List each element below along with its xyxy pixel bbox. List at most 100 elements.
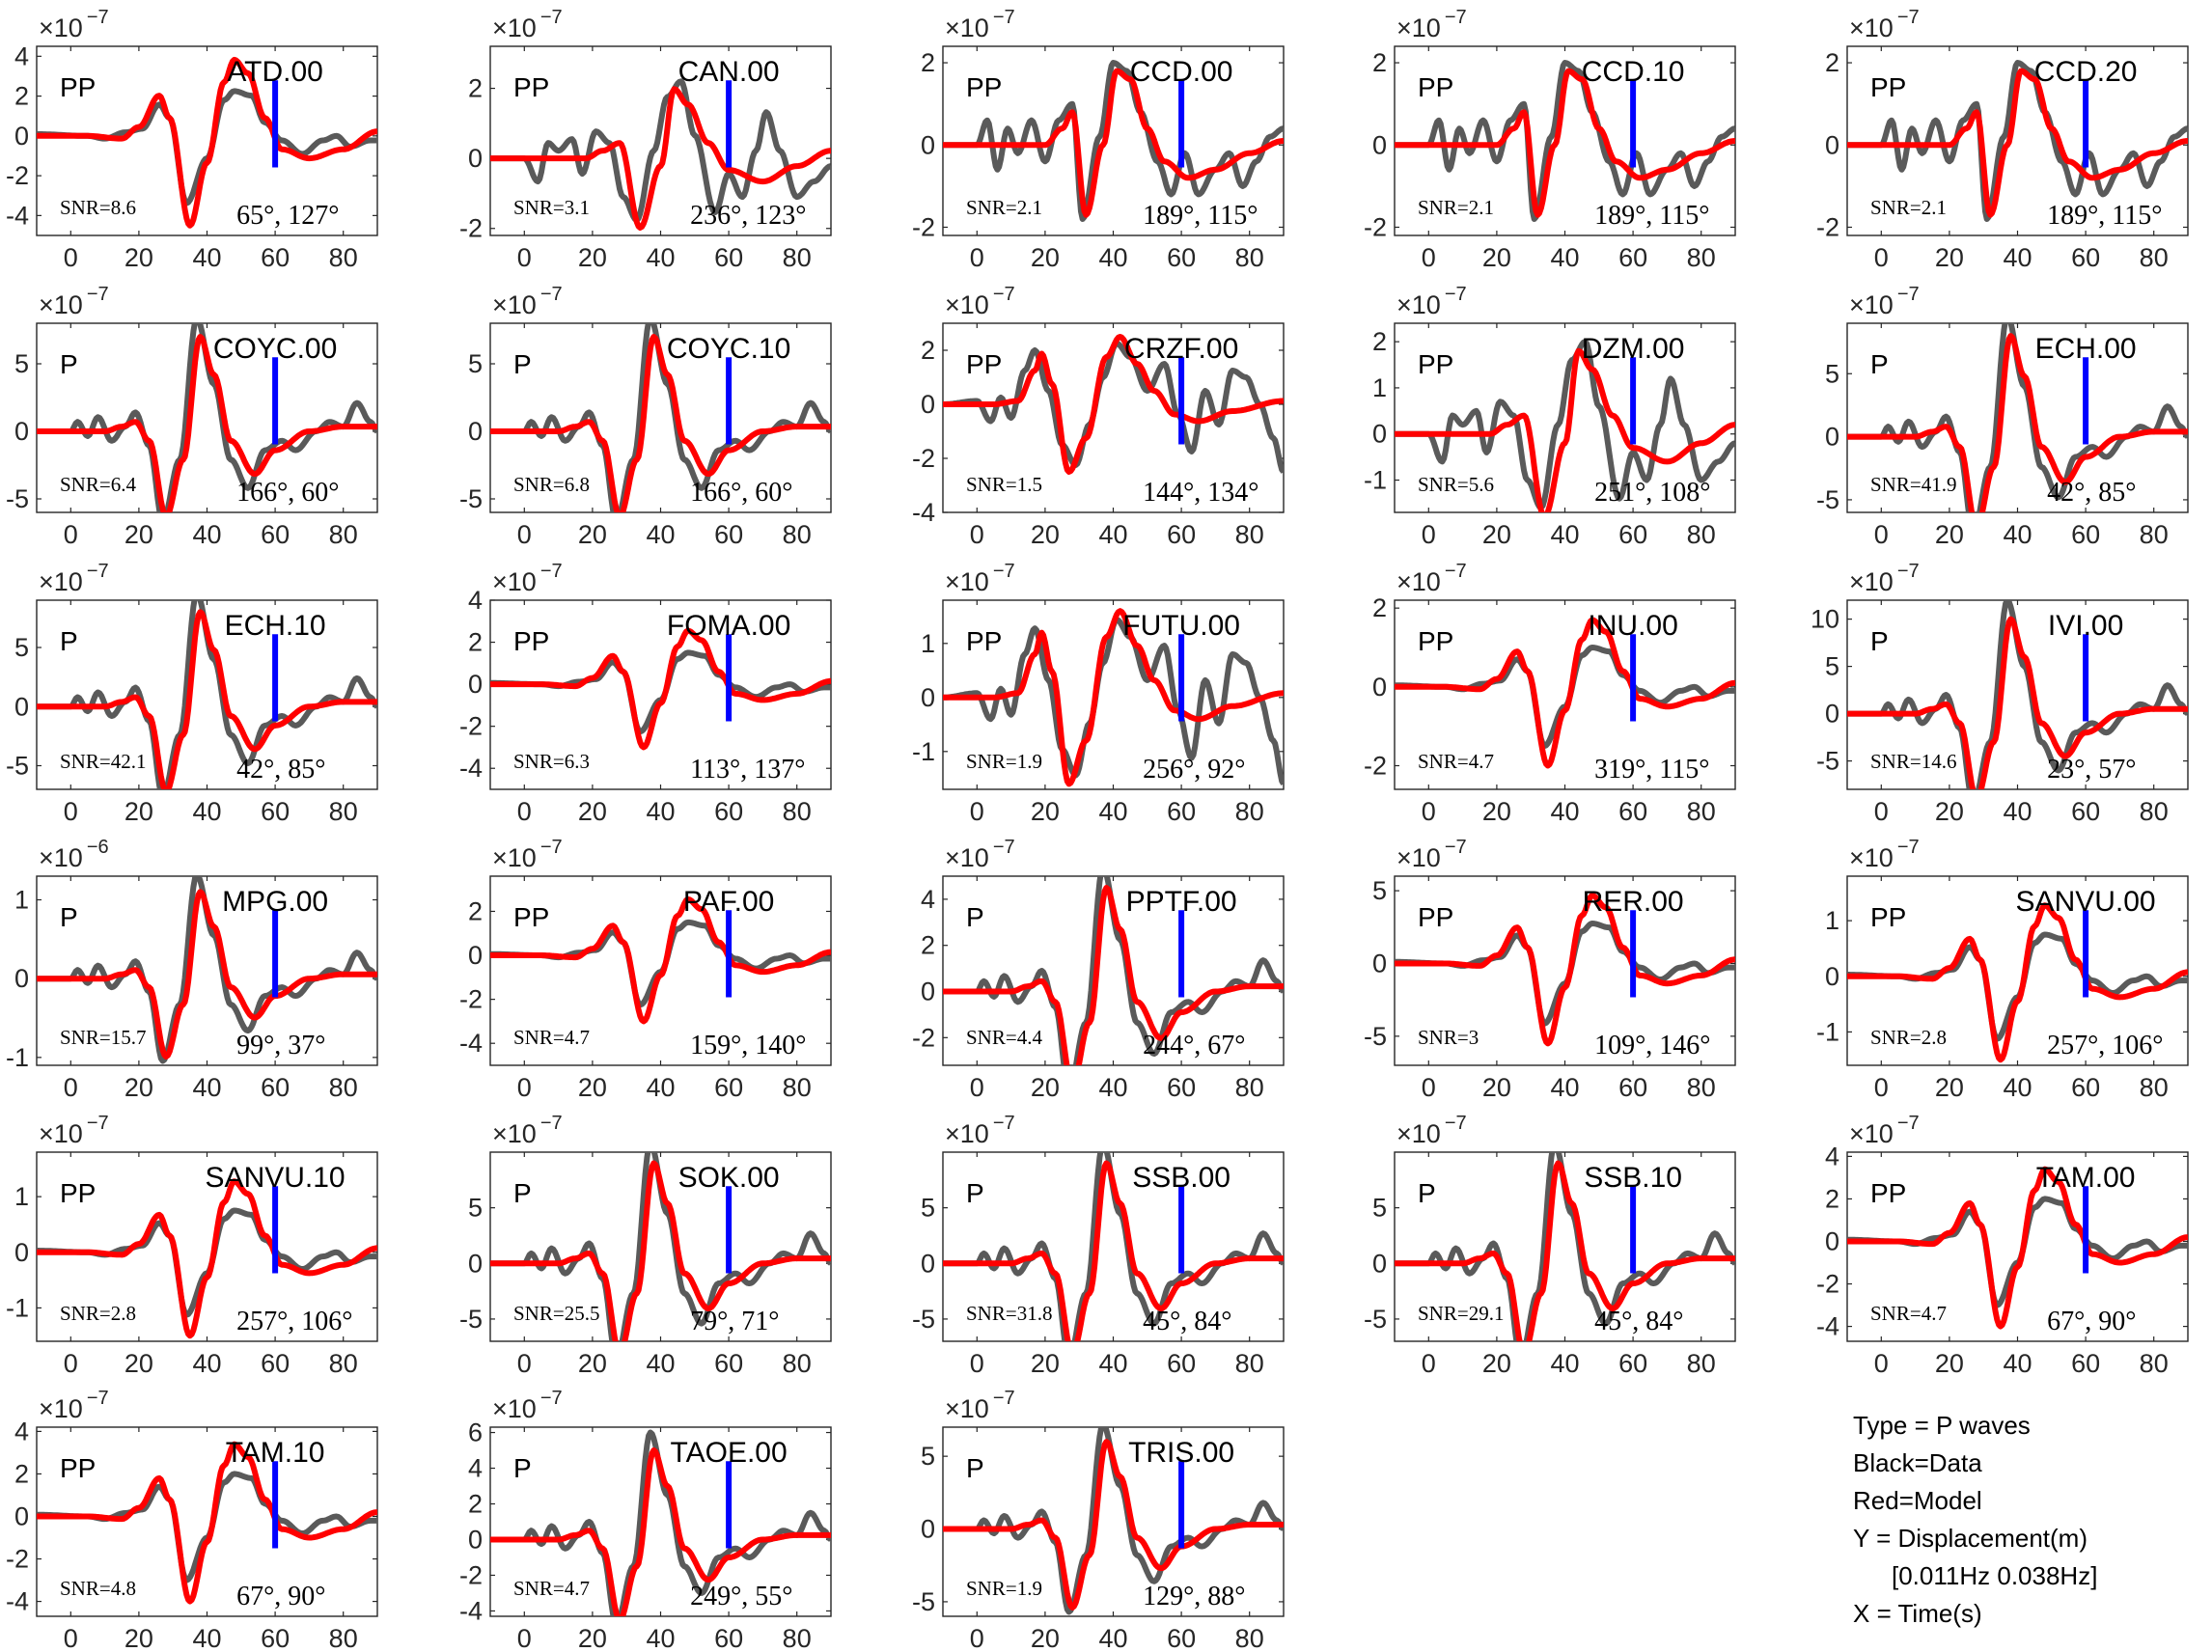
model-trace xyxy=(1847,616,2188,789)
y-exponent-label: ×10 −7 xyxy=(492,837,563,872)
x-tick-label: 20 xyxy=(124,1349,153,1378)
angles-label: 244°, 67° xyxy=(1143,1031,1245,1060)
phase-label: PP xyxy=(1870,1178,1906,1208)
snr-label: SNR=6.8 xyxy=(513,473,590,496)
y-tick-label: 0 xyxy=(1372,949,1387,977)
x-tick-label: 40 xyxy=(192,1073,221,1102)
x-tick-label: 20 xyxy=(1031,243,1060,272)
y-exponent-label: ×10 −7 xyxy=(1396,7,1467,42)
angles-label: 42°, 85° xyxy=(2047,478,2136,508)
x-tick-label: 40 xyxy=(646,1349,675,1378)
y-tick-label: 0 xyxy=(1825,130,1839,159)
x-tick-label: 80 xyxy=(1687,243,1716,272)
data-trace xyxy=(1395,645,1735,750)
y-tick-label: 0 xyxy=(468,1525,483,1554)
y-tick-label: -5 xyxy=(6,752,29,781)
y-tick-label: 0 xyxy=(921,1515,935,1544)
station-label: CAN.00 xyxy=(678,56,780,88)
phase-label: PP xyxy=(513,902,549,932)
waveform-panel: 0 20 40 60 80 1 0 -1 ×10 −7 PP FUTU.00 SNR=1.9 256°, … xyxy=(912,561,1285,826)
x-tick-label: 0 xyxy=(1422,243,1436,272)
y-tick-label: -1 xyxy=(1816,1017,1839,1046)
x-tick-label: 0 xyxy=(1422,520,1436,549)
waveform-panel: 0 20 40 60 80 2 1 0 -1 ×10 −7 PP DZM.00 SNR=5.6 251°, … xyxy=(1364,284,1736,549)
model-trace xyxy=(37,889,377,1060)
snr-label: SNR=4.7 xyxy=(513,1577,590,1600)
y-tick-label: 2 xyxy=(468,896,483,925)
x-tick-label: 80 xyxy=(783,1349,812,1378)
model-trace xyxy=(37,334,377,512)
y-tick-label: -4 xyxy=(459,754,483,783)
x-tick-label: 40 xyxy=(1550,1349,1579,1378)
model-trace xyxy=(1847,68,2188,218)
station-label: MPG.00 xyxy=(222,886,328,918)
y-tick-label: 2 xyxy=(468,628,483,657)
data-trace xyxy=(1395,60,1735,222)
x-tick-label: 40 xyxy=(1098,1349,1127,1378)
x-tick-label: 20 xyxy=(1482,1073,1511,1102)
station-label: DZM.00 xyxy=(1582,333,1685,365)
x-tick-label: 0 xyxy=(1422,1073,1436,1102)
model-trace xyxy=(943,608,1284,787)
angles-label: 166°, 60° xyxy=(236,478,339,508)
x-tick-label: 60 xyxy=(2071,243,2100,272)
waveform-panel: 0 20 40 60 80 5 0 -5 ×10 −7 P SOK.00 SNR=25.5 79°, 71… xyxy=(459,1113,832,1378)
x-tick-label: 0 xyxy=(64,797,78,826)
y-tick-label: 5 xyxy=(1372,1194,1387,1223)
model-trace xyxy=(1847,333,2188,512)
station-label: TAOE.00 xyxy=(671,1437,788,1469)
y-exponent-label: ×10 −7 xyxy=(39,284,109,319)
y-tick-label: 0 xyxy=(921,683,935,712)
snr-label: SNR=15.7 xyxy=(60,1026,146,1049)
data-trace xyxy=(37,88,377,206)
model-trace xyxy=(1847,902,2188,1063)
x-tick-label: 20 xyxy=(124,520,153,549)
x-tick-label: 40 xyxy=(1550,243,1579,272)
phase-label: PP xyxy=(60,1178,96,1208)
angles-label: 45°, 84° xyxy=(1594,1307,1683,1336)
snr-label: SNR=4.7 xyxy=(1418,750,1494,773)
y-tick-label: -2 xyxy=(6,161,29,190)
model-trace xyxy=(1847,1166,2188,1330)
y-exponent-label: ×10 −7 xyxy=(1849,284,1920,319)
x-tick-label: 60 xyxy=(2071,1073,2100,1102)
x-tick-label: 0 xyxy=(1874,1349,1889,1378)
snr-label: SNR=4.8 xyxy=(60,1577,136,1600)
x-tick-label: 80 xyxy=(2140,520,2169,549)
phase-label: P xyxy=(966,902,984,932)
station-label: INU.00 xyxy=(1588,610,1677,642)
x-tick-label: 20 xyxy=(578,243,607,272)
model-trace xyxy=(943,68,1284,218)
snr-label: SNR=2.1 xyxy=(1418,196,1494,219)
x-tick-label: 60 xyxy=(2071,1349,2100,1378)
waveform-panel: 0 20 40 60 80 5 0 -5 ×10 −7 P ECH.00 SNR=41.9 42°, 85… xyxy=(1816,284,2189,549)
y-tick-label: 0 xyxy=(468,941,483,970)
y-tick-label: -1 xyxy=(6,1043,29,1072)
x-tick-label: 20 xyxy=(124,1073,153,1102)
model-trace xyxy=(37,1178,377,1339)
y-tick-label: 0 xyxy=(921,390,935,419)
snr-label: SNR=1.9 xyxy=(966,1577,1042,1600)
x-tick-label: 60 xyxy=(1167,520,1196,549)
station-label: CCD.00 xyxy=(1130,56,1233,88)
snr-label: SNR=14.6 xyxy=(1870,750,1956,773)
x-tick-label: 20 xyxy=(1935,243,1964,272)
y-tick-label: 1 xyxy=(921,629,935,658)
station-label: SSB.10 xyxy=(1584,1162,1682,1194)
snr-label: SNR=4.7 xyxy=(513,1026,590,1049)
y-tick-label: 0 xyxy=(468,144,483,173)
x-tick-label: 60 xyxy=(2071,797,2100,826)
x-tick-label: 80 xyxy=(1687,1349,1716,1378)
legend-red: Red=Model xyxy=(1853,1486,1982,1515)
x-tick-label: 0 xyxy=(970,797,984,826)
x-tick-label: 40 xyxy=(646,1073,675,1102)
data-trace xyxy=(1395,339,1735,511)
y-exponent-label: ×10 −7 xyxy=(492,561,563,596)
x-tick-label: 20 xyxy=(1031,1349,1060,1378)
x-tick-label: 0 xyxy=(64,1624,78,1652)
model-trace xyxy=(490,895,831,1025)
y-tick-label: -2 xyxy=(459,1560,483,1589)
